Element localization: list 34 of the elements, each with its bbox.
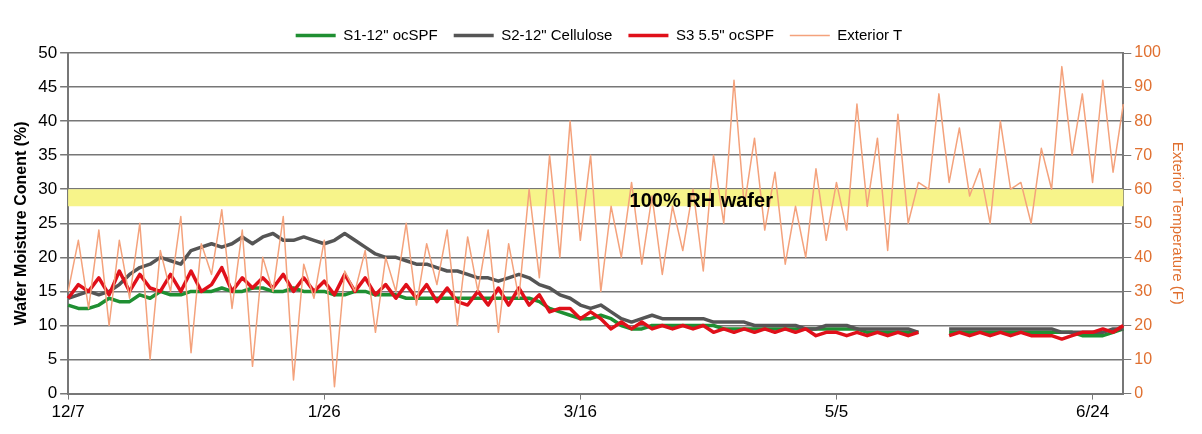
y-tick-label: 15 [38,281,58,301]
y2-tick-label: 60 [1134,179,1153,197]
x-tick-label: 6/24 [1076,402,1110,422]
y2-tick-label: 0 [1134,384,1144,402]
y2-tick-label: 80 [1134,111,1153,129]
y-tick-label: 5 [47,349,58,369]
y2-tick-label: 20 [1134,315,1153,333]
y-tick-label: 30 [38,178,58,198]
legend-label: S3 5.5" ocSPF [675,25,774,43]
y2-tick-label: 70 [1134,145,1153,163]
x-tick-label: 12/7 [51,402,85,422]
y-tick-label: 20 [38,247,58,267]
y-tick-label: 45 [38,76,58,96]
y-tick-label: 50 [38,42,58,62]
y-tick-label: 35 [38,144,58,164]
y2-tick-label: 50 [1134,213,1153,231]
y2-axis-title: Exterior Temperature (F) [1169,141,1187,305]
y2-tick-label: 90 [1134,77,1153,95]
x-tick-label: 3/16 [563,402,597,422]
legend-label: S1-12" ocSPF [343,25,438,43]
legend-label: Exterior T [837,25,903,43]
band-label: 100% RH wafer [629,189,774,212]
y-tick-label: 40 [38,110,58,130]
y-axis-title: Wafer Moisture Conent (%) [12,121,30,326]
x-tick-label: 5/5 [824,402,849,422]
y2-tick-label: 100 [1134,43,1162,61]
legend-label: S2-12" Cellulose [501,25,613,43]
y2-tick-label: 30 [1134,281,1153,299]
y2-tick-label: 40 [1134,247,1153,265]
y-tick-label: 0 [47,383,58,403]
y-tick-label: 10 [38,315,58,335]
y2-tick-label: 10 [1134,349,1153,367]
y-tick-label: 25 [38,212,58,232]
x-tick-label: 1/26 [307,402,341,422]
